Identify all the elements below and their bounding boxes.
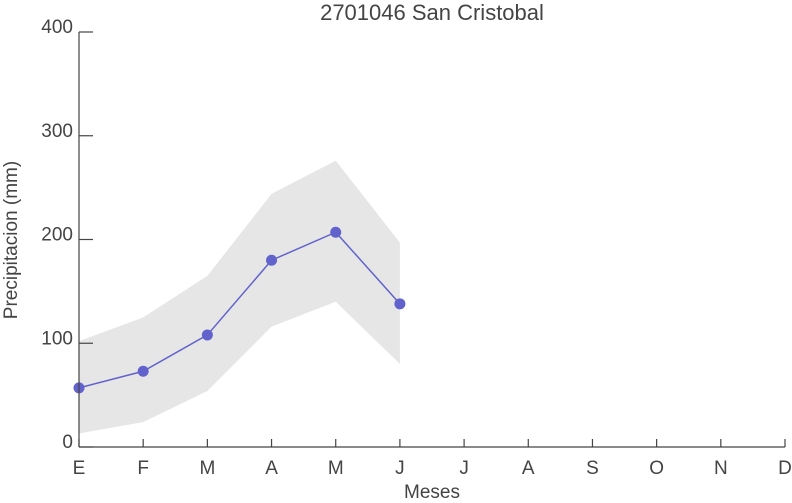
data-point [330, 226, 342, 238]
y-tick-label: 400 [41, 17, 73, 38]
y-tick-label: 200 [41, 225, 73, 246]
y-axis-label: Precipitacion (mm) [1, 161, 22, 319]
x-tick-label: J [395, 458, 405, 479]
x-tick-label: S [586, 458, 599, 479]
x-axis-label: Meses [404, 482, 460, 503]
x-tick-label: E [73, 458, 86, 479]
x-tick-label: D [778, 458, 792, 479]
x-tick-label: A [265, 458, 278, 479]
x-tick-label: M [328, 458, 344, 479]
data-point [137, 365, 149, 377]
x-tick-label: A [522, 458, 535, 479]
x-tick-label: M [199, 458, 215, 479]
x-tick-label: N [714, 458, 728, 479]
x-tick-label: F [137, 458, 149, 479]
series-line [78, 231, 401, 389]
data-point [201, 329, 213, 341]
y-tick-label: 100 [41, 328, 73, 349]
x-tick-label: J [459, 458, 469, 479]
chart-title: 2701046 San Cristobal [320, 0, 544, 25]
data-point [266, 254, 278, 266]
y-tick-label: 300 [41, 121, 73, 142]
x-tick-label: O [649, 458, 664, 479]
y-tick-label: 0 [62, 432, 73, 453]
data-point [394, 298, 406, 310]
